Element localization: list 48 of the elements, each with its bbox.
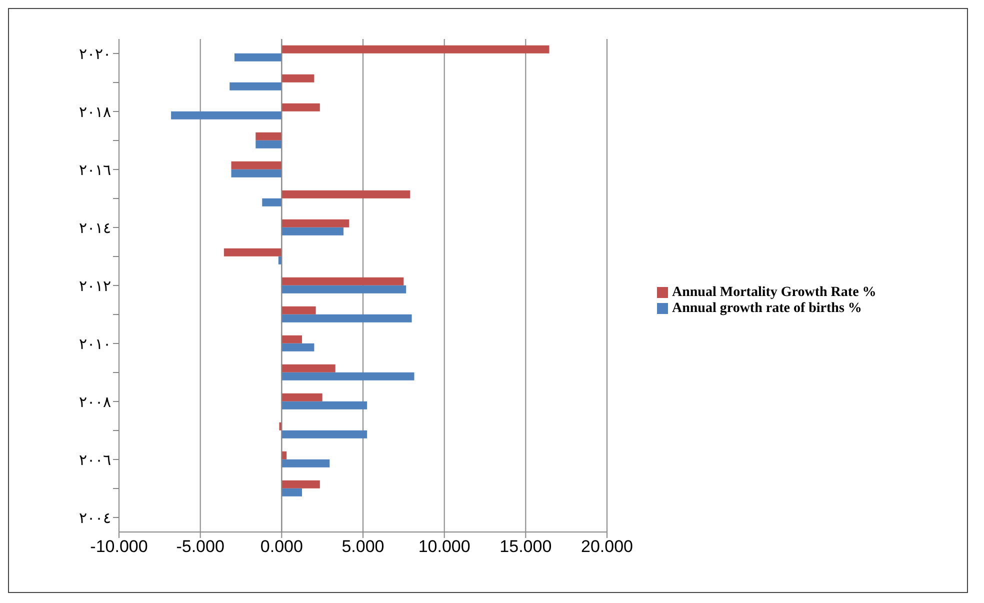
y-tick-label: ٢٠١٦ bbox=[79, 160, 111, 179]
bar bbox=[282, 306, 316, 314]
bar bbox=[282, 459, 330, 468]
x-tick-label: 0.000 bbox=[260, 537, 303, 556]
bar bbox=[282, 480, 320, 488]
bar bbox=[262, 198, 282, 206]
bar bbox=[282, 74, 314, 82]
bar bbox=[224, 248, 282, 256]
bar bbox=[282, 219, 350, 228]
bar bbox=[282, 401, 368, 410]
bar bbox=[282, 335, 302, 344]
bar bbox=[282, 227, 344, 236]
y-tick-label: ٢٠١٤ bbox=[79, 218, 111, 237]
y-tick-label: ٢٠٠٦ bbox=[79, 450, 111, 469]
legend-label: Annual Mortality Growth Rate % bbox=[672, 284, 876, 300]
y-tick-label: ٢٠١٢ bbox=[79, 276, 111, 295]
y-tick-label: ٢٠١٠ bbox=[79, 334, 111, 353]
bar bbox=[282, 285, 406, 294]
bar bbox=[231, 161, 282, 170]
bar bbox=[256, 132, 282, 140]
x-tick-label: -10.000 bbox=[90, 537, 148, 556]
y-tick-label: ٢٠١٨ bbox=[79, 102, 111, 121]
bar bbox=[282, 372, 414, 380]
bar bbox=[234, 53, 282, 62]
bar bbox=[282, 45, 550, 54]
bar bbox=[282, 393, 322, 402]
bar bbox=[282, 277, 404, 286]
bar bbox=[230, 82, 282, 90]
y-tick-label: ٢٠٢٠ bbox=[79, 44, 111, 63]
bar bbox=[171, 111, 282, 120]
bar bbox=[282, 190, 410, 198]
bar bbox=[282, 430, 368, 438]
y-tick-label: ٢٠٠٨ bbox=[79, 392, 111, 411]
x-tick-label: 15.000 bbox=[500, 537, 552, 556]
legend-label: Annual growth rate of births % bbox=[672, 300, 862, 316]
x-tick-label: 10.000 bbox=[418, 537, 470, 556]
x-tick-label: 20.000 bbox=[581, 537, 633, 556]
bar bbox=[282, 343, 314, 352]
bar bbox=[282, 314, 412, 322]
bar bbox=[282, 103, 320, 112]
bar bbox=[256, 140, 282, 148]
bar bbox=[282, 451, 287, 460]
bar bbox=[282, 364, 336, 372]
x-tick-label: 5.000 bbox=[342, 537, 384, 556]
x-tick-label: -5.000 bbox=[176, 537, 224, 556]
bar bbox=[231, 169, 282, 178]
bar bbox=[282, 488, 302, 496]
y-tick-label: ٢٠٠٤ bbox=[79, 508, 111, 527]
